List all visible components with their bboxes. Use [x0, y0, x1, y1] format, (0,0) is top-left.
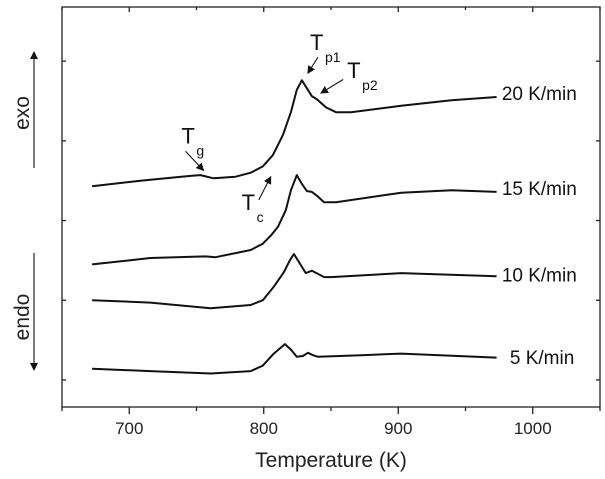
series-label: 5 K/min	[510, 348, 574, 369]
x-axis-title: Temperature (K)	[255, 449, 407, 472]
series-line-20k-min	[91, 79, 497, 188]
annotation-arrow-icon	[307, 56, 319, 74]
annotation-sub-c: c	[257, 209, 264, 225]
annotation-sub-p1: p1	[325, 49, 341, 65]
x-axis: 700 800 900 1000	[61, 7, 601, 438]
x-tick-label: 700	[115, 419, 143, 438]
x-tick-label: 900	[384, 419, 412, 438]
annotation-t-p2: T	[347, 58, 360, 83]
annotation-t-g: T	[181, 123, 194, 148]
series-group: 20 K/min 15 K/min 10 K/min 5 K/min	[91, 79, 577, 375]
endo-label: endo	[11, 294, 34, 341]
series-line-10k-min	[92, 253, 497, 310]
annotation-sub-p2: p2	[362, 77, 378, 93]
exo-label: exo	[11, 96, 34, 130]
series-label: 10 K/min	[502, 266, 577, 287]
series-line-5k-min	[92, 343, 497, 375]
annotation-t-c: T	[242, 190, 255, 215]
annotation-arrow-icon	[320, 79, 344, 94]
series-label: 15 K/min	[502, 179, 577, 200]
series-line-15k-min	[91, 174, 497, 266]
x-tick-label: 1000	[514, 419, 552, 438]
annotation-arrow-icon	[185, 150, 205, 172]
x-tick-label: 800	[250, 419, 278, 438]
annotation-arrow-icon	[258, 175, 272, 201]
annotation-sub-g: g	[196, 142, 204, 158]
series-label: 20 K/min	[502, 84, 577, 105]
y-axis	[62, 60, 600, 381]
annotation-t-p1: T	[310, 30, 323, 55]
